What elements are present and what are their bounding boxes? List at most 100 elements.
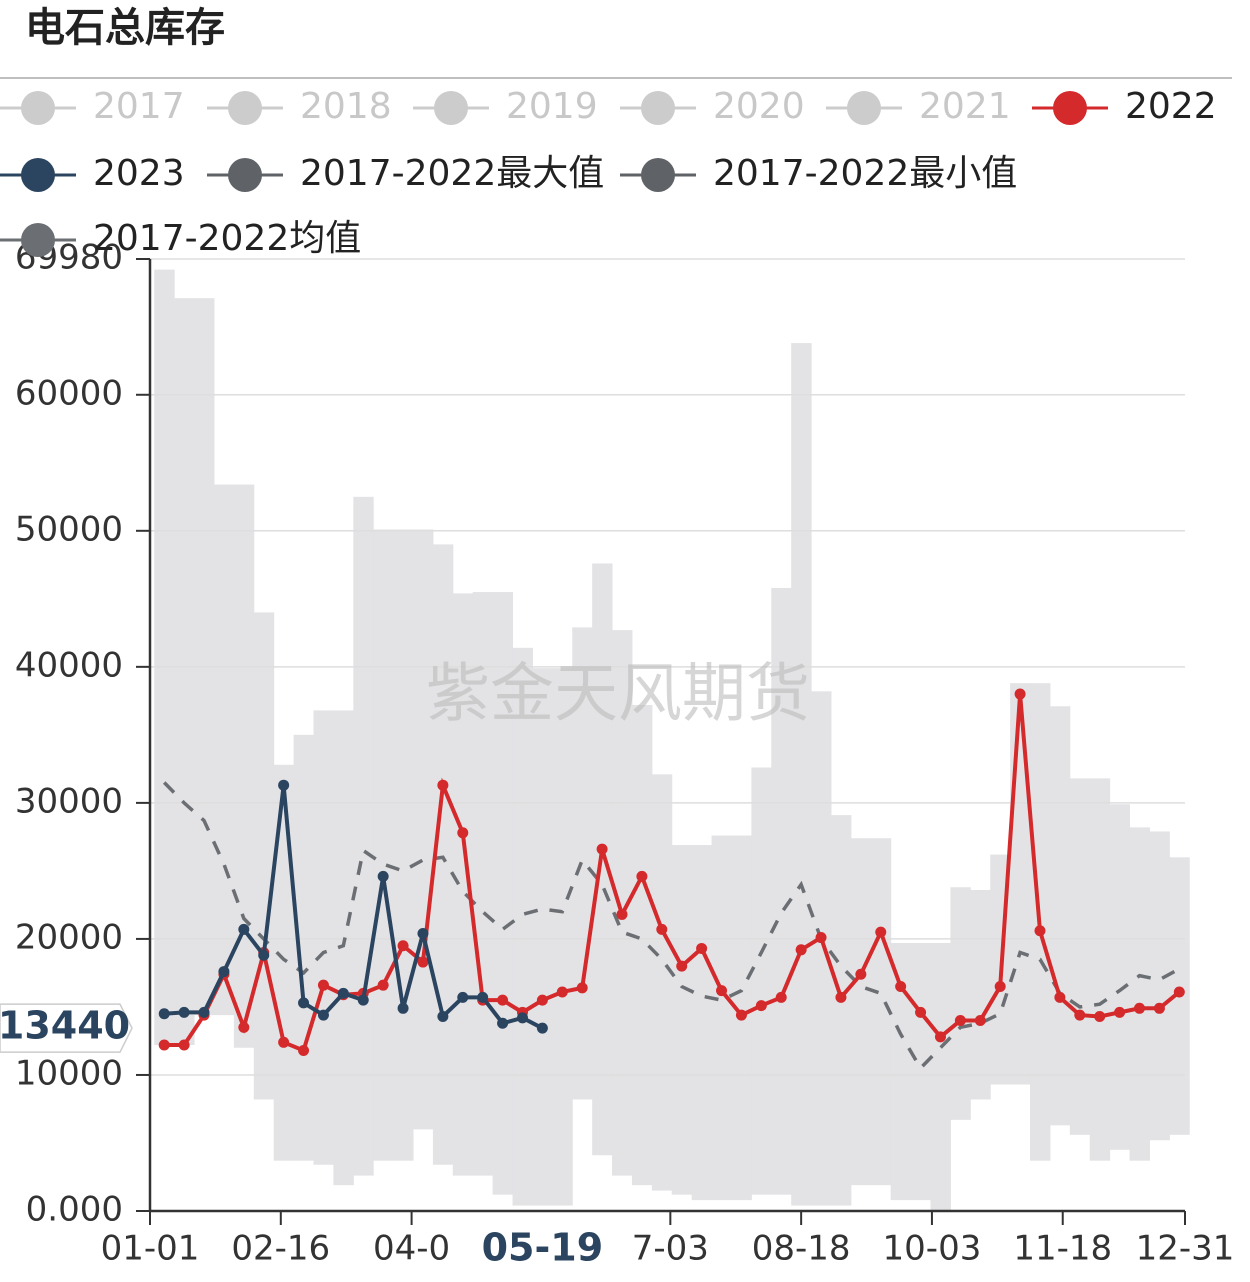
point: [516, 1012, 528, 1024]
range-band: [213, 484, 235, 1016]
point: [278, 779, 290, 791]
y-tick-label: 0.000: [26, 1190, 123, 1230]
chart-title: 电石总库存: [25, 5, 225, 51]
x-tick-label: 02-16: [231, 1229, 330, 1269]
point: [377, 979, 389, 991]
point: [377, 870, 389, 882]
point: [616, 908, 628, 920]
range-band: [273, 764, 295, 1161]
point: [855, 968, 867, 980]
point: [895, 981, 907, 993]
point: [1153, 1002, 1165, 1014]
range-band: [472, 592, 494, 1176]
point: [1094, 1010, 1106, 1022]
legend-marker: [21, 223, 55, 257]
range-band: [552, 668, 573, 1206]
range-band: [313, 710, 334, 1165]
range-band: [373, 529, 394, 1161]
point: [457, 991, 469, 1003]
range-band: [512, 647, 533, 1206]
point: [1134, 1002, 1146, 1014]
point: [198, 1006, 210, 1018]
legend-label: 2018: [300, 86, 392, 127]
point: [576, 982, 588, 994]
point: [954, 1015, 966, 1027]
point: [994, 981, 1006, 993]
series-line: [164, 693, 1181, 1054]
range-band: [393, 529, 414, 1161]
point: [497, 1017, 509, 1029]
range-band: [811, 691, 832, 1206]
point: [1074, 1009, 1086, 1021]
point: [596, 843, 608, 855]
range-band: [791, 343, 812, 1206]
legend-label: 2020: [713, 86, 805, 127]
point: [178, 1006, 190, 1018]
legend-label: 2022: [1125, 86, 1217, 127]
point: [536, 994, 548, 1006]
x-tick-label: 12-31: [1136, 1229, 1235, 1269]
legend-marker: [434, 91, 468, 125]
point: [218, 966, 230, 978]
legend-marker: [228, 158, 262, 192]
point: [656, 923, 668, 935]
mean-line: [162, 781, 1181, 1072]
range-band: [233, 484, 255, 1048]
point: [1014, 688, 1026, 700]
range-band: [293, 734, 314, 1161]
point: [417, 927, 429, 939]
point: [298, 1044, 310, 1056]
range-band: [691, 845, 713, 1201]
point: [317, 979, 329, 991]
range-band: [194, 298, 215, 1016]
y-tick-label: 20000: [15, 917, 123, 957]
point: [357, 994, 369, 1006]
y-tick-label: 50000: [15, 509, 123, 549]
point: [556, 986, 568, 998]
point: [477, 991, 489, 1003]
point: [755, 1000, 767, 1012]
point: [497, 994, 509, 1006]
point: [178, 1039, 190, 1051]
point: [1114, 1006, 1126, 1018]
x-tick-label: 7-03: [632, 1229, 709, 1269]
range-band: [631, 704, 653, 1186]
range-band: [771, 587, 792, 1195]
range-band: [154, 269, 175, 1046]
point: [238, 923, 250, 935]
range-band: [1049, 706, 1071, 1126]
legend-marker: [641, 91, 675, 125]
range-band: [174, 298, 195, 1046]
range-band: [751, 767, 772, 1195]
point: [716, 985, 728, 997]
range-band: [711, 835, 732, 1201]
point: [875, 926, 887, 938]
range-band: [950, 887, 971, 1120]
range-band: [1069, 778, 1091, 1135]
point: [278, 1036, 290, 1048]
range-band: [1109, 804, 1131, 1150]
pointer-y-label: 13440: [0, 1004, 130, 1048]
point: [1054, 991, 1066, 1003]
range-band: [1149, 831, 1170, 1141]
legend-marker: [21, 91, 55, 125]
point: [795, 944, 807, 956]
legend-label: 2023: [93, 153, 185, 194]
watermark: 紫金天风期货: [426, 658, 810, 732]
range-band: [870, 838, 892, 1186]
range-band: [333, 710, 354, 1186]
range-band: [532, 668, 553, 1206]
range-band: [1010, 683, 1031, 1085]
point: [258, 949, 270, 961]
point: [775, 991, 787, 1003]
point: [337, 987, 349, 999]
legend-label: 2017-2022最小值: [713, 153, 1017, 194]
point: [735, 1009, 747, 1021]
legend-marker: [1053, 91, 1087, 125]
point: [238, 1021, 250, 1033]
legend-marker: [228, 91, 262, 125]
point: [317, 1009, 329, 1021]
x-tick-label: 01-01: [101, 1229, 200, 1269]
legend-label: 2017-2022均值: [93, 218, 361, 259]
